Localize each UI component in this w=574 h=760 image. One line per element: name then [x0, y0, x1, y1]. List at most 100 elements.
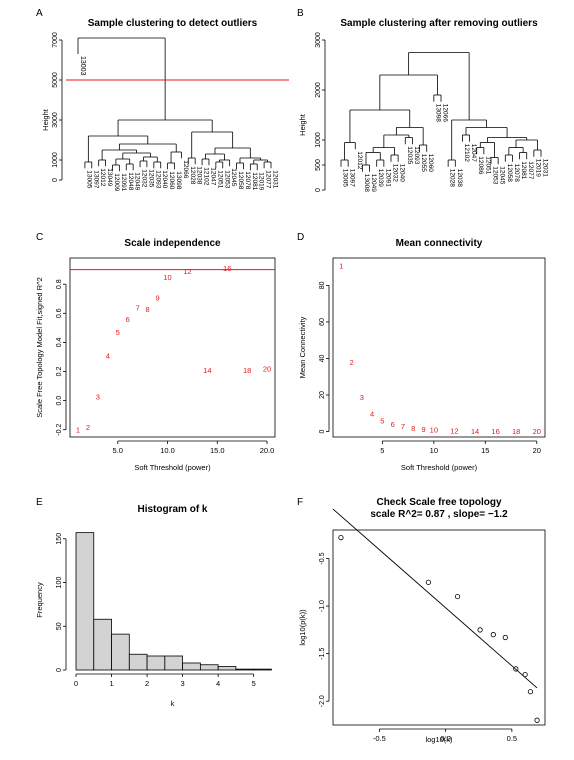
panel-subtitle: scale R^2= 0.87 , slope= −1.2 [370, 509, 508, 520]
x-tick-label: 0.0 [440, 734, 450, 743]
x-tick-label: 10 [430, 446, 438, 455]
point-label: 14 [203, 366, 211, 375]
panel-c: C Scale independence 1 2 3 4 567 89 10 12 14 16 18 20… [35, 232, 276, 472]
panel-letter: C [36, 232, 43, 243]
histogram-bar [182, 662, 201, 671]
y-tick-label: 0 [56, 668, 63, 672]
x-tick-label: 15.0 [210, 446, 225, 455]
panel-letter: A [36, 8, 43, 19]
y-axis-label: Frequency [35, 582, 44, 618]
x-tick-label: 5 [380, 446, 384, 455]
panel-letter: D [297, 232, 304, 243]
y-tick-label: 3000 [52, 112, 59, 128]
fit-line [332, 508, 538, 689]
leaf-label: 12012 [99, 168, 106, 186]
x-tick-label: 3 [181, 679, 185, 688]
leaf-label: 12009 [113, 173, 120, 191]
point-label: 14 [471, 427, 479, 436]
leaf-label: 12031 [272, 170, 279, 188]
leaf-label: 13049 [106, 168, 113, 186]
leaf-label: 12019 [534, 159, 541, 177]
leaf-label: 12028 [189, 166, 196, 184]
x-tick-label: 5.0 [113, 446, 123, 455]
data-point [513, 666, 519, 672]
leaf-label: 12053 [492, 166, 499, 184]
leaf-label: 12060 [427, 154, 434, 172]
plot-frame [332, 529, 546, 726]
y-tick-label: -1.5 [319, 648, 326, 660]
x-tick-label: 2 [145, 679, 149, 688]
y-tick-label: 60 [319, 318, 326, 326]
histogram-bar [146, 655, 166, 671]
leaf-label: 12066 [442, 104, 449, 122]
x-tick-label: -0.5 [373, 734, 386, 743]
point-label: 3 [360, 393, 364, 402]
leaf-label: 12077 [265, 170, 272, 188]
data-point [454, 593, 461, 600]
histogram-bar [93, 618, 112, 671]
point-label: 8 [411, 424, 415, 433]
panel-letter: B [297, 8, 304, 19]
data-point [522, 671, 528, 678]
y-tick-label: -2.0 [319, 695, 326, 707]
y-tick-label: 100 [56, 577, 63, 589]
y-tick-label: 1000 [315, 132, 322, 148]
y-tick-label: 0 [319, 429, 326, 433]
leaf-label: 12045 [230, 168, 237, 186]
x-tick-label: 10.0 [160, 446, 175, 455]
point-label: 18 [512, 427, 520, 436]
y-tick-label: 1000 [52, 152, 59, 168]
point-label: 2 [86, 423, 90, 432]
point-label: 7 [401, 422, 405, 431]
leaf-label: 12032 [392, 164, 399, 182]
y-tick-label: 40 [319, 354, 326, 362]
leaf-label: 12102 [463, 144, 470, 162]
x-tick-label: 0 [74, 679, 78, 688]
y-axis-label: Scale Free Topology Model Fit,signed R^2 [35, 277, 44, 418]
leaf-label: 12081 [251, 172, 258, 190]
point-label: 8 [146, 305, 150, 314]
point-label: 4 [370, 409, 374, 418]
point-label: 12 [450, 426, 458, 435]
leaf-label: 12039 [377, 169, 384, 187]
y-tick-label: -1.0 [319, 600, 326, 612]
point-label: 20 [533, 427, 541, 436]
data-point [502, 634, 508, 641]
point-label: 5 [116, 328, 120, 337]
data-point [527, 689, 534, 695]
point-label: 2 [349, 358, 353, 367]
point-label: 20 [263, 365, 271, 374]
panel-title: Mean connectivity [396, 238, 483, 249]
leaf-label: 12058 [237, 171, 244, 189]
x-axis-label: Soft Threshold (power) [401, 463, 478, 472]
leaf-label: 13008 [363, 174, 370, 192]
panel-title: Check Scale free topology [376, 497, 501, 508]
y-tick-label: 5000 [52, 72, 59, 88]
outlier-leaf-label: 13003 [79, 56, 86, 76]
point-label: 16 [223, 264, 231, 273]
point-label: 7 [136, 303, 140, 312]
leaf-label: 12077 [527, 161, 534, 179]
y-tick-label: 150 [56, 533, 63, 545]
y-tick-label: 0.6 [56, 308, 63, 318]
leaf-label: 12035 [147, 169, 154, 187]
y-axis-label: Height [41, 108, 50, 131]
histogram-bar [199, 664, 219, 671]
data-point [534, 717, 540, 723]
x-axis-label: log10(k) [425, 735, 453, 744]
y-tick-label: 2000 [315, 82, 322, 98]
leaf-label: 13005 [342, 169, 349, 187]
y-tick-label: 0.0 [56, 396, 63, 406]
leaf-label: 12102 [203, 167, 210, 185]
point-label: 6 [126, 315, 130, 324]
panel-title: Scale independence [124, 238, 221, 249]
point-label: 10 [163, 273, 171, 282]
leaf-label: 12091 [384, 169, 391, 187]
point-label: 5 [380, 417, 384, 426]
y-tick-label: 20 [319, 391, 326, 399]
point-label: 18 [243, 366, 251, 375]
point-label: 4 [106, 352, 110, 361]
leaf-label: 12038 [196, 166, 203, 184]
y-axis-label: Height [298, 113, 307, 136]
x-tick-label: 20 [533, 446, 541, 455]
